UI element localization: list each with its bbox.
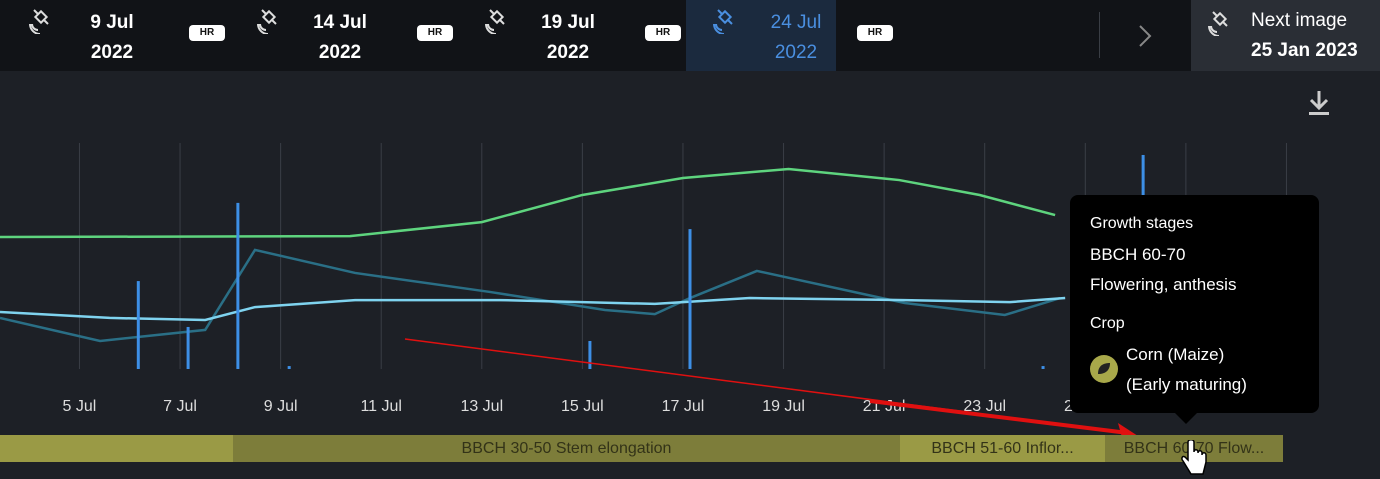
x-tick-label: 23 Jul — [963, 398, 1006, 415]
next-image[interactable]: Next image 25 Jan 2023 — [1191, 0, 1380, 71]
series-line — [0, 167, 1056, 239]
image-date: 9 Jul 2022 — [72, 8, 152, 68]
date-day: 24 Jul — [770, 12, 822, 33]
bar — [588, 340, 592, 369]
x-tick-label: 19 Jul — [762, 398, 805, 415]
date-year: 2022 — [546, 42, 590, 63]
cursor — [1181, 440, 1207, 475]
next-arrow[interactable] — [1135, 24, 1155, 48]
image-date: 24 Jul 2022 — [756, 8, 836, 68]
timeline-item[interactable]: 19 Jul 2022 HR — [476, 0, 696, 71]
series-line — [0, 296, 1066, 322]
stage-segment[interactable]: BBCH 51-60 Inflor... — [900, 435, 1105, 462]
download-icon[interactable] — [1309, 91, 1329, 115]
next-date: 25 Jan 2023 — [1251, 40, 1358, 61]
series-line — [0, 248, 1061, 343]
x-tick-label: 15 Jul — [561, 398, 604, 415]
image-date: 19 Jul 2022 — [528, 8, 608, 68]
timeline-item[interactable]: 14 Jul 2022 HR — [248, 0, 468, 71]
hr-badge: HR — [857, 25, 893, 41]
hr-badge: HR — [189, 25, 225, 41]
date-day: 14 Jul — [313, 12, 367, 33]
date-day: 19 Jul — [541, 12, 595, 33]
hr-badge: HR — [645, 25, 681, 41]
bar — [186, 326, 190, 369]
x-tick-label: 7 Jul — [163, 398, 197, 415]
date-year: 2022 — [90, 42, 134, 63]
x-tick-label: 9 Jul — [264, 398, 298, 415]
stage-segment[interactable]: BBCH 30-50 Stem elongation — [233, 435, 900, 462]
tooltip-stage-code: BBCH 60-70 — [1090, 245, 1186, 264]
timeline-item[interactable]: 9 Jul 2022 HR — [20, 0, 240, 71]
timeline-item[interactable]: 24 Jul 2022 — [686, 0, 836, 71]
tooltip-crop-variety: (Early maturing) — [1126, 375, 1247, 394]
stage-segment[interactable] — [0, 435, 233, 462]
bar — [236, 202, 240, 369]
x-tick-label: 13 Jul — [460, 398, 503, 415]
date-year: 2022 — [774, 42, 818, 63]
bar — [688, 229, 692, 369]
bar — [136, 281, 140, 369]
bar — [1041, 366, 1045, 369]
satellite-icon — [485, 9, 505, 34]
hr-badge: HR — [417, 25, 453, 41]
image-timeline: Next image 25 Jan 2023 9 Jul 2022 HR 14 Jul… — [0, 0, 1380, 71]
date-day: 9 Jul — [90, 12, 134, 33]
tooltip-stage-name: Flowering, anthesis — [1090, 275, 1237, 294]
tooltip: Growth stages BBCH 60-70 Flowering, anth… — [1070, 195, 1319, 424]
tooltip-pointer — [1174, 412, 1198, 424]
tooltip-crop-heading: Crop — [1090, 315, 1125, 332]
x-tick-label: 5 Jul — [63, 398, 97, 415]
bar — [287, 366, 291, 369]
date-year: 2022 — [318, 42, 362, 63]
x-tick-label: 17 Jul — [662, 398, 705, 415]
next-label: Next image — [1251, 10, 1348, 31]
annotation-arrow-head — [869, 399, 1129, 435]
satellite-icon — [29, 9, 49, 34]
crop-icon — [1090, 355, 1118, 383]
divider — [1099, 12, 1100, 58]
satellite-icon — [713, 9, 733, 34]
satellite-icon — [1208, 11, 1228, 36]
tooltip-heading: Growth stages — [1090, 215, 1194, 232]
tooltip-crop: Corn (Maize) — [1126, 345, 1225, 364]
image-date: 14 Jul 2022 — [300, 8, 380, 68]
x-tick-label: 11 Jul — [360, 398, 402, 415]
satellite-icon — [257, 9, 277, 34]
